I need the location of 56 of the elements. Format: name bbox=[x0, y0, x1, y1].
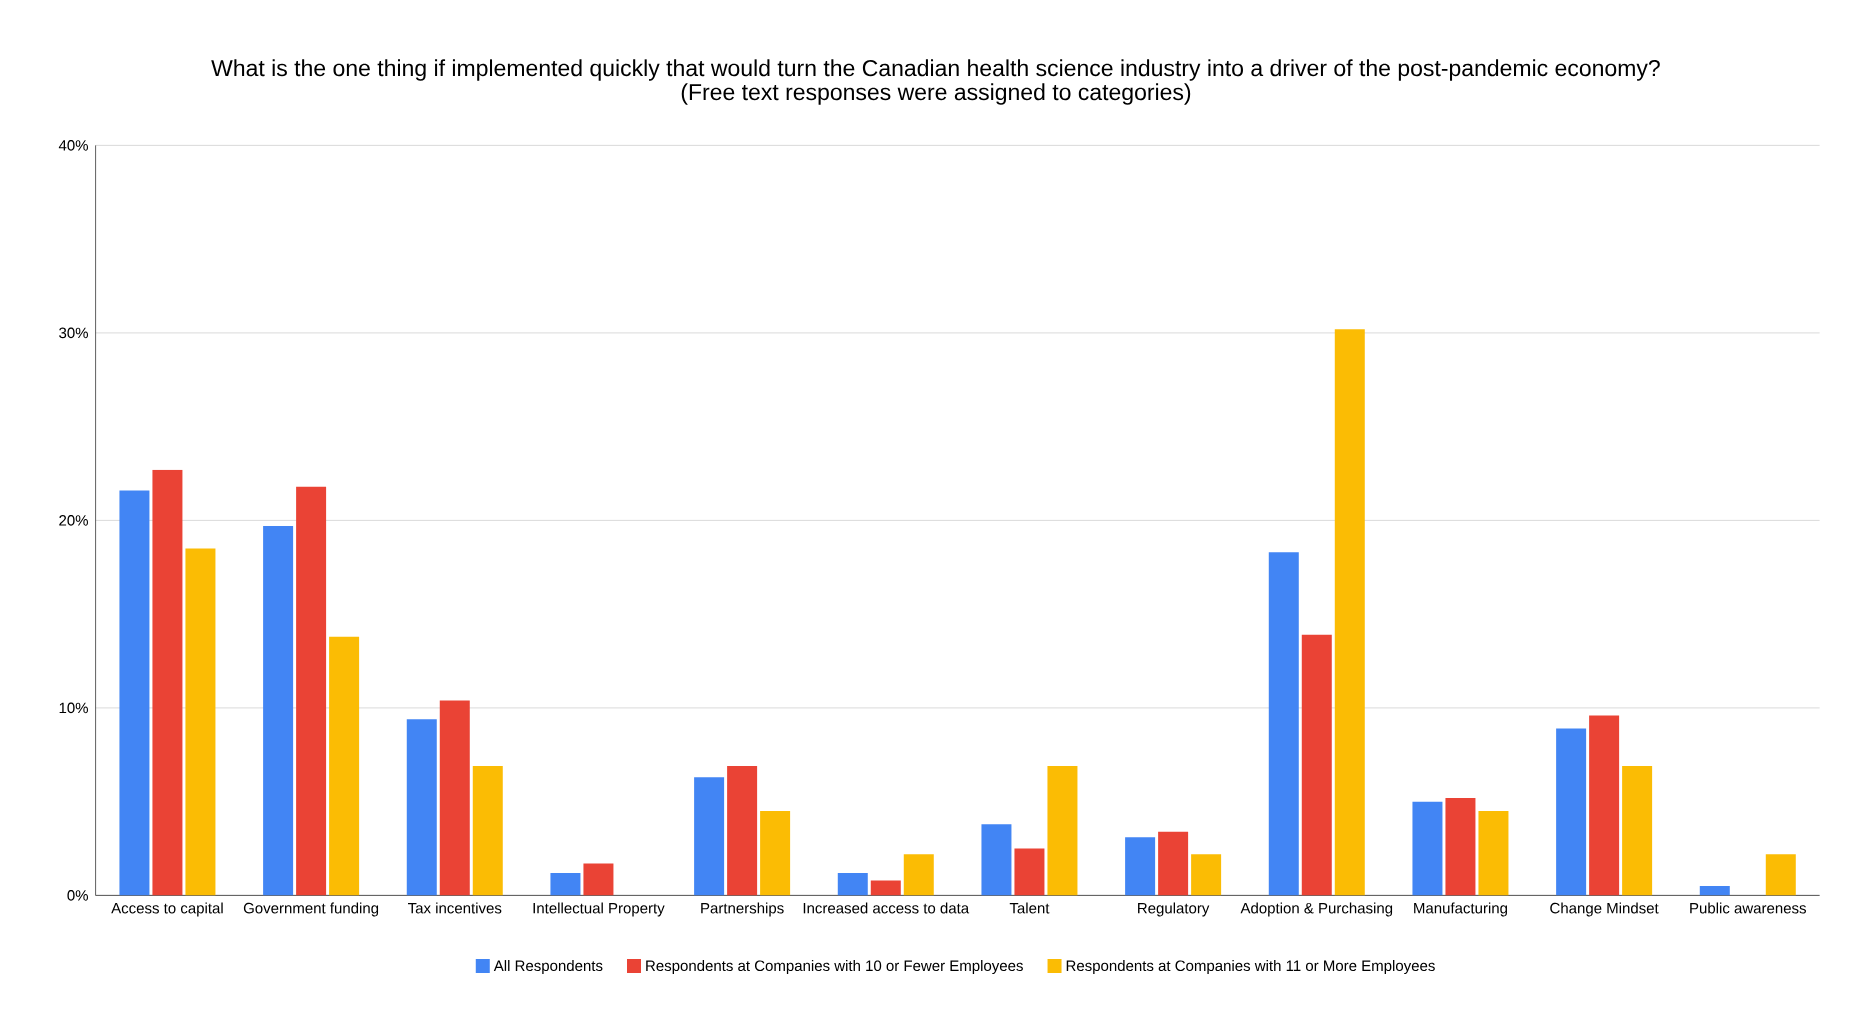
chart-title: What is the one thing if implemented quickly that would turn the Canadian health science industry into a driver of the post-pandemic economy? bbox=[211, 59, 1660, 81]
bar bbox=[296, 486, 327, 896]
bar bbox=[550, 872, 581, 896]
chart-subtitle: (Free text responses were assigned to categories) bbox=[681, 83, 1191, 105]
x-tick-label: Adoption & Purchasing bbox=[1240, 902, 1393, 917]
bar bbox=[1301, 634, 1332, 896]
bar bbox=[1158, 831, 1189, 896]
x-tick-label: Intellectual Property bbox=[533, 902, 665, 917]
x-tick-label: Increased access to data bbox=[803, 902, 970, 914]
bar bbox=[1765, 854, 1796, 896]
bar bbox=[1268, 552, 1299, 896]
x-tick-label: Access to capital bbox=[111, 902, 223, 917]
x-tick-label: Tax incentives bbox=[408, 902, 502, 914]
bar bbox=[1047, 766, 1078, 896]
bar bbox=[119, 490, 150, 896]
bar bbox=[263, 526, 294, 896]
y-tick-label: 0% bbox=[67, 890, 88, 901]
bar bbox=[1589, 715, 1620, 896]
x-tick-label: Public awareness bbox=[1690, 902, 1806, 914]
legend-label: Respondents at Companies with 10 or Fewer Employees bbox=[646, 960, 1023, 975]
bar bbox=[837, 872, 868, 896]
bar bbox=[1412, 801, 1443, 896]
y-tick-label: 10% bbox=[59, 702, 88, 714]
bar bbox=[1014, 848, 1045, 896]
bar bbox=[152, 469, 183, 896]
legend-label: Respondents at Companies with 11 or More Employees bbox=[1066, 960, 1435, 975]
bar bbox=[329, 636, 360, 896]
bar bbox=[1191, 854, 1222, 896]
x-tick-label: Change Mindset bbox=[1550, 902, 1659, 917]
y-tick-label: 20% bbox=[59, 515, 88, 526]
bar bbox=[1445, 797, 1476, 896]
bar bbox=[583, 863, 614, 896]
legend-label: All Respondents bbox=[493, 960, 603, 975]
bar bbox=[1699, 886, 1730, 896]
x-tick-label: Talent bbox=[1009, 902, 1050, 914]
bar bbox=[1334, 329, 1365, 896]
x-tick-label: Regulatory bbox=[1138, 902, 1210, 917]
bar bbox=[981, 824, 1012, 896]
bar bbox=[694, 777, 725, 896]
bar bbox=[1125, 837, 1156, 896]
bar bbox=[439, 700, 470, 896]
bar bbox=[903, 854, 934, 896]
bar bbox=[472, 766, 503, 896]
bar bbox=[185, 548, 216, 896]
x-tick-label: Partnerships bbox=[701, 902, 784, 917]
bar bbox=[870, 880, 901, 896]
bar bbox=[727, 766, 758, 896]
bar bbox=[1622, 766, 1653, 896]
y-tick-label: 40% bbox=[58, 140, 88, 151]
bar bbox=[406, 719, 437, 896]
x-tick-label: Manufacturing bbox=[1414, 902, 1507, 917]
bar bbox=[1478, 811, 1509, 896]
bar bbox=[760, 811, 791, 896]
y-tick-label: 30% bbox=[59, 327, 88, 339]
x-tick-label: Government funding bbox=[243, 902, 379, 917]
bar bbox=[1556, 728, 1587, 896]
